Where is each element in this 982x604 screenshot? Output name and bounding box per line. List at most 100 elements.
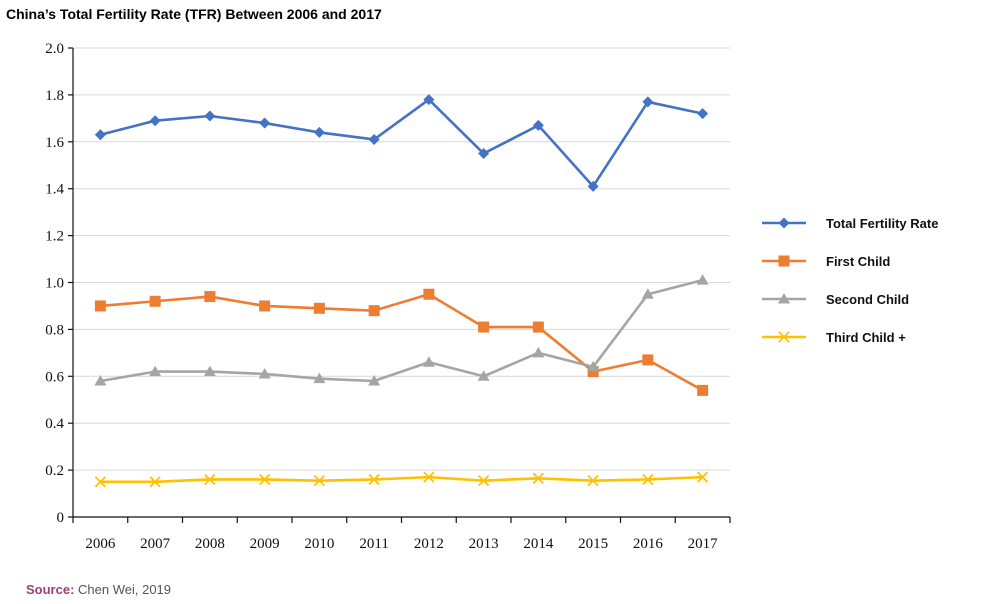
data-point <box>642 96 654 108</box>
data-point <box>696 471 709 483</box>
x-tick-label: 2014 <box>523 536 554 552</box>
data-point <box>532 346 545 358</box>
series-total-fertility-rate <box>94 94 709 192</box>
legend-marker <box>778 255 790 267</box>
data-point <box>149 476 161 488</box>
data-point <box>368 374 381 386</box>
data-point <box>259 117 271 129</box>
data-point <box>368 473 380 486</box>
x-tick-label: 2006 <box>85 536 116 552</box>
y-tick-label: 2.0 <box>45 41 64 57</box>
data-point <box>477 475 490 487</box>
x-tick-label: 2010 <box>304 536 334 552</box>
y-tick-label: 1.8 <box>45 88 64 104</box>
y-tick-label: 0.8 <box>45 322 64 338</box>
legend-item: Total Fertility Rate <box>762 216 938 231</box>
gridlines <box>73 47 730 471</box>
legend: Total Fertility Rate First Child Second Ch… <box>762 216 938 345</box>
data-point <box>149 295 161 307</box>
series-group <box>94 94 709 488</box>
data-point <box>532 119 544 131</box>
data-point <box>587 366 599 378</box>
series-line <box>100 475 703 484</box>
series-line <box>100 292 704 392</box>
data-point <box>149 365 162 377</box>
legend-item: Third Child + <box>762 330 906 345</box>
series-line <box>100 278 703 383</box>
y-tick-label: 1.4 <box>45 182 64 198</box>
data-point <box>94 129 106 141</box>
data-point <box>258 473 271 486</box>
legend-label: First Child <box>826 254 890 269</box>
axes: 0 0.2 0.4 0.6 0.8 1.0 1.2 1.4 1.6 1.8 2.0 2006 2007 2… <box>45 41 731 552</box>
data-point <box>204 291 216 303</box>
data-point <box>94 374 107 386</box>
x-tick-label: 2012 <box>414 536 444 552</box>
data-point <box>641 288 654 299</box>
x-tick-label: 2007 <box>140 536 171 552</box>
data-point <box>313 372 326 384</box>
data-point <box>313 302 325 314</box>
series-third-child <box>94 471 709 488</box>
data-point <box>532 472 545 484</box>
source-label: Source: <box>26 582 75 597</box>
legend-marker <box>778 331 790 343</box>
data-point <box>642 473 654 486</box>
legend-marker <box>778 217 790 229</box>
data-point <box>587 180 599 192</box>
legend-label: Second Child <box>826 292 909 307</box>
data-point <box>423 94 435 106</box>
data-point <box>587 360 600 372</box>
data-point <box>696 274 709 285</box>
data-point <box>368 305 380 317</box>
data-point <box>313 126 325 138</box>
data-point <box>149 115 161 127</box>
y-tick-label: 1.2 <box>45 229 64 245</box>
data-point <box>204 473 216 486</box>
legend-item: Second Child <box>762 292 909 307</box>
y-tick-label: 0.4 <box>45 416 64 432</box>
y-tick-label: 0.2 <box>45 463 64 479</box>
data-point <box>258 367 271 379</box>
data-point <box>422 356 435 367</box>
x-tick-label: 2008 <box>195 536 225 552</box>
legend-label: Total Fertility Rate <box>826 216 938 231</box>
data-point <box>587 475 599 487</box>
source-text: Chen Wei, 2019 <box>78 582 172 597</box>
legend-item: First Child <box>762 254 890 269</box>
data-point <box>423 288 435 300</box>
series-second-child <box>94 274 709 386</box>
data-point <box>478 148 490 160</box>
data-point <box>697 108 709 120</box>
data-point <box>94 476 107 488</box>
y-tick-label: 0 <box>57 510 65 526</box>
data-point <box>203 365 216 377</box>
data-point <box>697 384 709 396</box>
y-tick-label: 1.0 <box>45 276 64 292</box>
data-point <box>204 110 216 122</box>
data-point <box>368 133 380 145</box>
data-point <box>642 354 654 366</box>
x-tick-label: 2013 <box>469 536 499 552</box>
data-point <box>313 475 326 487</box>
series-first-child <box>94 288 709 396</box>
legend-label: Third Child + <box>826 330 906 345</box>
data-point <box>94 300 106 312</box>
legend-marker <box>778 293 790 304</box>
x-tick-label: 2017 <box>688 536 719 552</box>
x-tick-label: 2009 <box>250 536 280 552</box>
data-point <box>423 471 435 483</box>
series-line <box>100 98 703 188</box>
data-point <box>532 321 544 333</box>
chart-title: China’s Total Fertility Rate (TFR) Betwe… <box>6 6 382 22</box>
x-tick-label: 2011 <box>359 536 388 552</box>
y-tick-label: 1.6 <box>45 135 64 151</box>
x-tick-label: 2015 <box>578 536 608 552</box>
source-note: Source: Chen Wei, 2019 <box>26 582 171 597</box>
data-point <box>478 321 490 333</box>
x-tick-label: 2016 <box>633 536 664 552</box>
data-point <box>477 370 490 381</box>
data-point <box>259 300 271 312</box>
y-tick-label: 0.6 <box>45 369 64 385</box>
